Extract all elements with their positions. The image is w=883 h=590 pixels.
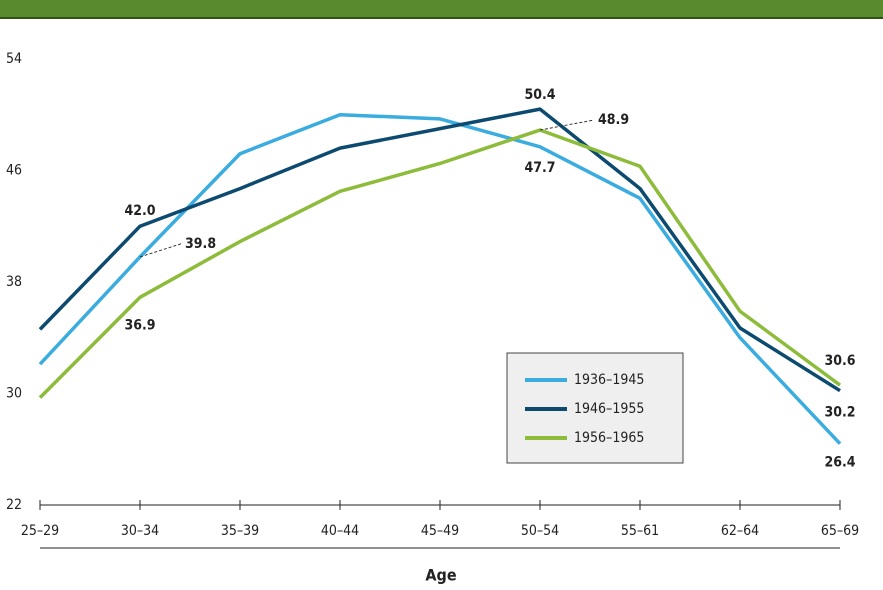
header-border: [0, 17, 883, 19]
data-label: 36.9: [124, 317, 155, 333]
series-line: [38, 112, 842, 445]
x-tick-label: 25–29: [21, 523, 59, 539]
legend-label: 1946–1955: [574, 401, 644, 417]
legend-label: 1936–1945: [574, 372, 644, 388]
header-bar: [0, 0, 883, 17]
x-axis-label: Age: [425, 566, 456, 585]
x-tick-label: 55–61: [621, 523, 659, 539]
data-label: 42.0: [124, 203, 155, 219]
data-label: 26.4: [824, 455, 855, 471]
x-tick-label: 62–64: [721, 523, 759, 539]
x-tick-label: 45–49: [421, 523, 459, 539]
y-tick-label: 30: [6, 385, 22, 401]
y-tick-label: 22: [6, 497, 22, 513]
leader-line: [139, 243, 182, 258]
data-label: 39.8: [185, 236, 216, 252]
y-tick-label: 38: [6, 274, 22, 290]
x-tick-label: 40–44: [321, 523, 359, 539]
x-tick-label: 30–34: [121, 523, 159, 539]
y-tick-label: 46: [6, 162, 22, 178]
data-label: 48.9: [598, 112, 629, 128]
data-label: 30.6: [824, 353, 855, 369]
series-line: [38, 128, 842, 399]
x-tick-label: 50–54: [521, 523, 559, 539]
data-label: 47.7: [524, 160, 555, 176]
legend-label: 1956–1965: [574, 430, 644, 446]
leader-line: [539, 119, 595, 131]
data-label: 50.4: [524, 87, 555, 103]
data-label: 30.2: [824, 405, 855, 421]
x-tick-label: 65–69: [821, 523, 859, 539]
series-line: [38, 107, 841, 393]
x-tick-label: 35–39: [221, 523, 259, 539]
y-tick-label: 54: [6, 51, 22, 67]
